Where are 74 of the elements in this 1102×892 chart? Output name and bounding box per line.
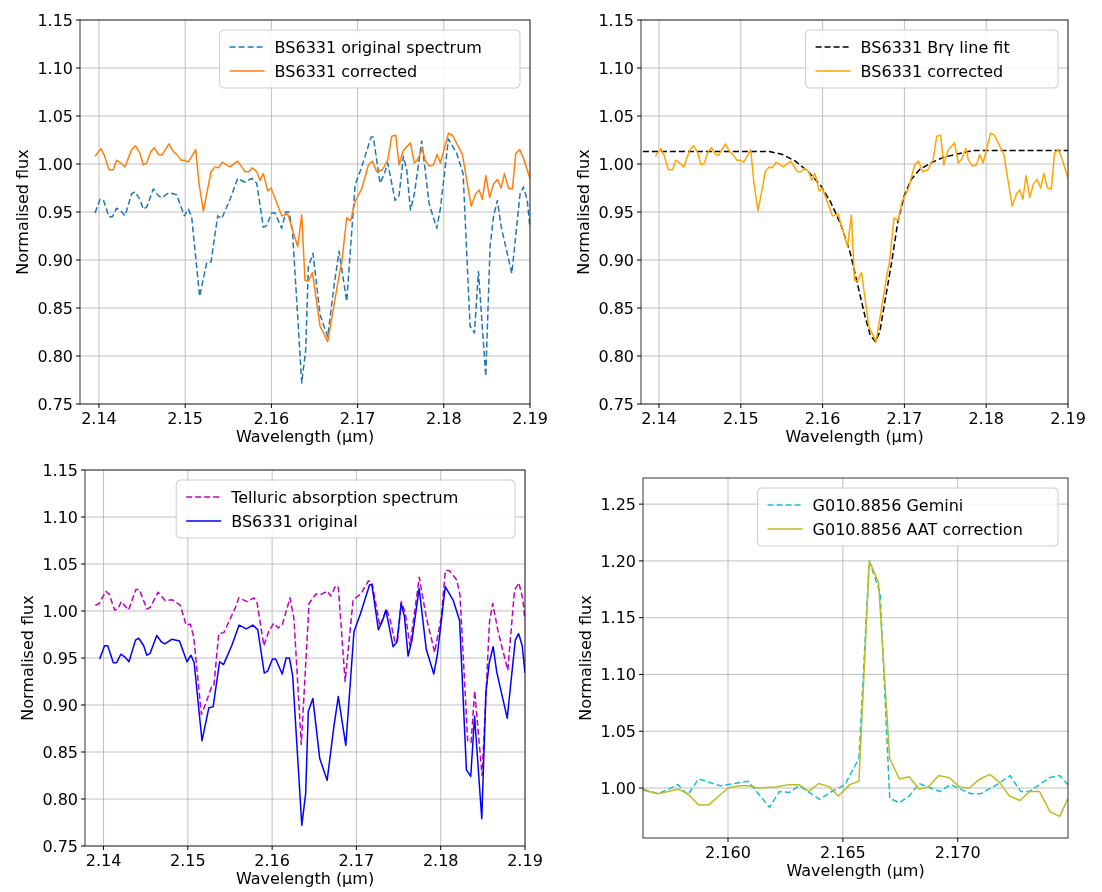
y-tick-label: 0.85 xyxy=(37,298,73,318)
y-axis-title: Normalised flux xyxy=(13,149,32,275)
x-tick-label: 2.15 xyxy=(722,409,759,428)
y-tick-label: 1.15 xyxy=(42,460,78,480)
x-tick-label: 2.15 xyxy=(170,851,206,870)
x-axis-title: Wavelength (μm) xyxy=(785,427,924,446)
x-tick-label: 2.18 xyxy=(968,409,1005,428)
x-tick-label: 2.19 xyxy=(1050,409,1086,428)
y-tick-label: 1.15 xyxy=(37,10,73,30)
x-tick-label: 2.18 xyxy=(425,409,462,428)
y-tick-label: 0.75 xyxy=(598,394,634,414)
y-tick-label: 1.15 xyxy=(598,10,634,30)
x-tick-label: 2.16 xyxy=(253,409,290,428)
y-tick-label: 0.95 xyxy=(37,202,73,222)
y-tick-label: 1.10 xyxy=(42,507,78,527)
x-tick-label: 2.15 xyxy=(167,409,203,428)
legend-label: BS6331 corrected xyxy=(274,61,418,81)
x-tick-label: 2.16 xyxy=(804,409,841,428)
y-axis-title: Normalised flux xyxy=(18,595,37,721)
y-tick-label: 0.85 xyxy=(42,742,78,762)
y-tick-label: 1.00 xyxy=(37,154,73,174)
y-axis-title: Normalised flux xyxy=(576,595,595,721)
x-tick-label: 2.17 xyxy=(339,409,376,428)
x-tick-label: 2.170 xyxy=(934,843,981,862)
line-series xyxy=(94,569,525,777)
y-tick-label: 0.90 xyxy=(598,250,634,270)
x-tick-label: 2.14 xyxy=(641,409,677,428)
x-tick-label: 2.17 xyxy=(338,851,375,870)
y-tick-label: 0.80 xyxy=(37,346,73,366)
y-tick-label: 1.05 xyxy=(598,106,634,126)
y-tick-label: 1.10 xyxy=(37,58,73,78)
y-axis-title: Normalised flux xyxy=(574,149,593,275)
x-tick-label: 2.19 xyxy=(507,851,543,870)
y-tick-label: 1.05 xyxy=(600,721,636,741)
legend-label: Telluric absorption spectrum xyxy=(230,487,459,507)
x-tick-label: 2.17 xyxy=(886,409,923,428)
y-tick-label: 0.80 xyxy=(598,346,634,366)
y-tick-label: 1.10 xyxy=(598,58,634,78)
legend-label: BS6331 Brγ line fit xyxy=(860,37,1010,57)
y-tick-label: 0.95 xyxy=(598,202,634,222)
y-tick-label: 1.05 xyxy=(42,554,78,574)
y-tick-label: 0.90 xyxy=(42,695,78,715)
legend-label: G010.8856 AAT correction xyxy=(812,519,1023,539)
y-tick-label: 1.05 xyxy=(37,106,73,126)
x-axis-title: Wavelength (μm) xyxy=(235,427,375,446)
y-tick-label: 1.10 xyxy=(600,665,636,685)
y-tick-label: 1.00 xyxy=(42,601,78,621)
y-tick-label: 0.75 xyxy=(42,836,78,856)
y-tick-label: 0.80 xyxy=(42,789,78,809)
y-tick-label: 1.00 xyxy=(598,154,634,174)
x-tick-label: 2.16 xyxy=(254,851,290,870)
x-axis-title: Wavelength (μm) xyxy=(786,861,925,880)
y-tick-label: 0.90 xyxy=(37,250,73,270)
x-tick-label: 2.19 xyxy=(512,409,548,428)
y-tick-label: 1.25 xyxy=(600,494,636,514)
y-tick-label: 1.15 xyxy=(600,608,636,628)
legend-label: BS6331 original spectrum xyxy=(274,37,482,57)
legend-label: G010.8856 Gemini xyxy=(812,495,964,515)
y-tick-label: 0.85 xyxy=(598,298,634,318)
x-tick-label: 2.14 xyxy=(85,851,122,870)
line-series xyxy=(94,132,530,343)
y-tick-label: 1.20 xyxy=(600,551,636,571)
x-tick-label: 2.18 xyxy=(422,851,459,870)
x-axis-title: Wavelength (μm) xyxy=(235,869,375,888)
x-tick-label: 2.160 xyxy=(705,843,751,862)
line-series xyxy=(98,583,525,827)
y-tick-label: 1.00 xyxy=(600,778,636,798)
x-tick-label: 2.14 xyxy=(81,409,117,428)
line-series xyxy=(94,136,530,384)
y-tick-label: 0.75 xyxy=(37,394,73,414)
y-tick-label: 0.95 xyxy=(42,648,78,668)
legend-label: BS6331 original xyxy=(231,511,358,531)
x-tick-label: 2.165 xyxy=(819,843,866,862)
legend-label: BS6331 corrected xyxy=(860,61,1004,81)
